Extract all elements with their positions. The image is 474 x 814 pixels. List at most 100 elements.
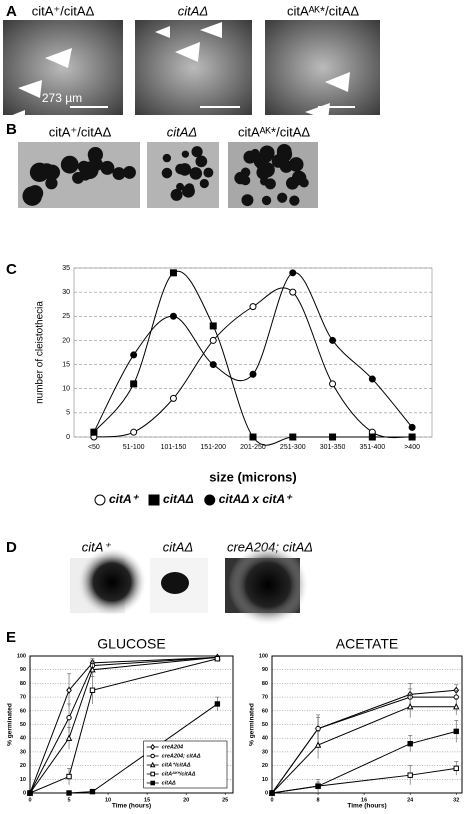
data-point [89,687,96,693]
data-point [150,753,155,759]
colony [277,192,288,203]
colony [182,184,195,198]
legend-label: creA204; citAΔ [162,753,201,759]
x-axis-label: size (microns) [209,469,296,484]
data-point [150,743,156,751]
data-point [209,322,217,330]
arrow [5,110,25,125]
colony [170,188,183,201]
legend-label: citA⁺/citAΔ [162,762,191,768]
genotype-label: citAΔ [163,539,193,554]
data-point [89,665,96,673]
arrow [45,48,72,68]
colony [264,178,276,190]
colony [292,171,303,181]
data-point [149,761,156,768]
arrow [325,72,350,92]
colony [288,157,304,172]
data-point [214,701,221,707]
data-point [148,494,160,506]
series-line [29,656,218,794]
genotype-label: citAᴬᴷ*/citAΔ [238,124,310,139]
legend-label: citAᴬᴷ*/citAΔ [162,769,196,777]
data-point [204,494,216,506]
data-point [453,765,459,772]
x-tick-label: 101-150 [161,444,187,451]
data-point [150,780,155,786]
colony [203,167,214,178]
colony [259,162,275,178]
series-line [93,270,413,446]
micrographs [3,20,380,125]
y-tick-label: 30 [262,749,268,755]
data-point [289,433,297,441]
x-tick-label: 10 [105,797,111,803]
y-axis-label: % germinated [249,703,256,746]
x-tick-label: 16 [361,797,367,803]
colony [123,165,136,179]
x-tick-label: 251-300 [280,444,306,451]
series-line [29,656,218,794]
data-point [66,686,72,694]
panel-letter: C [6,261,17,278]
data-point [94,494,106,506]
colony [250,148,260,158]
colony [78,548,146,616]
data-point [314,741,322,748]
genotype-label: citAΔ [178,3,208,18]
data-point [66,714,72,721]
data-point [407,772,413,778]
y-tick-label: 80 [20,681,26,687]
data-point [329,433,337,441]
colony [175,163,186,175]
y-axis-label: % germinated [7,703,14,746]
colony [261,195,272,206]
colony [176,182,184,191]
data-point [65,734,73,741]
y-axis-label: number of cleistothecia [35,301,46,404]
x-tick-label: 301-350 [320,444,346,451]
data-point [130,428,138,436]
genotype-label: citA⁺/citAΔ [49,124,112,139]
y-tick-label: 35 [62,265,70,272]
data-point [406,702,414,710]
x-axis-label: Time (hours) [112,803,151,810]
y-tick-label: 25 [62,313,70,320]
colony [161,572,189,594]
y-tick-label: 0 [66,434,70,441]
y-tick-label: 0 [23,790,26,796]
x-tick-label: 0 [270,797,273,803]
y-tick-label: 40 [20,736,26,742]
arrow [200,22,222,38]
data-point [214,656,221,662]
data-point [130,380,138,388]
data-point [66,790,72,796]
data-point [289,288,297,296]
data-point [368,433,376,441]
micrograph [135,20,252,115]
genotype-label: citAᴬᴷ*/citAΔ [287,3,359,18]
series-line [271,696,457,794]
series-line [271,730,457,794]
colony [189,167,203,180]
colony [38,163,55,179]
x-tick-label: 32 [453,797,459,803]
arrow [175,42,200,62]
x-tick-label: 8 [317,797,320,803]
data-point [90,428,98,436]
y-tick-label: 10 [262,777,268,783]
y-tick-label: 20 [62,337,70,344]
series-line [93,272,413,433]
plot-frame [29,655,234,794]
data-point [27,790,33,796]
series-line [29,656,218,794]
genotype-label: citAΔ [167,124,197,139]
data-point [249,303,257,311]
colony [161,167,173,179]
data-point [407,740,413,747]
y-tick-label: 10 [62,386,70,393]
y-tick-label: 100 [17,653,26,659]
data-point [329,380,337,388]
data-point [315,783,321,789]
x-tick-label: 0 [28,797,31,803]
